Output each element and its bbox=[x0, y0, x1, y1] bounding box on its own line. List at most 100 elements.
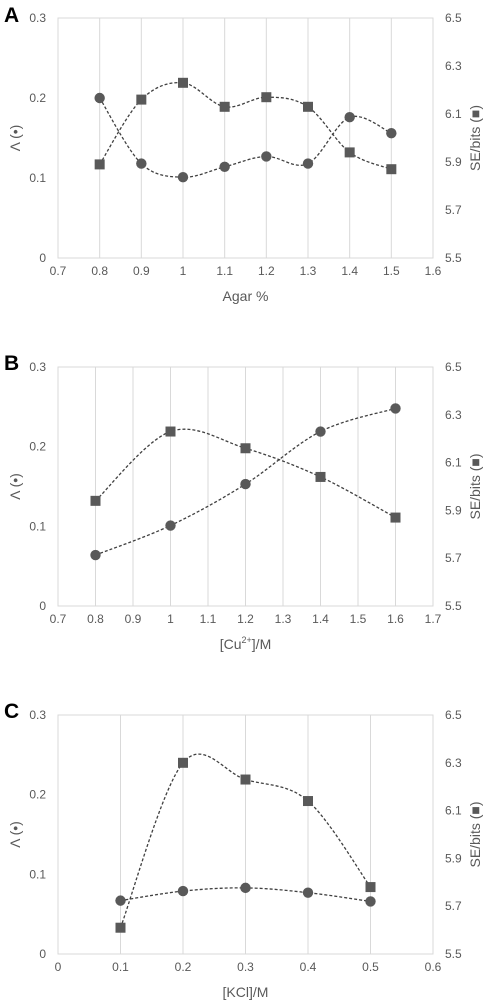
x-tick-label: 1.7 bbox=[425, 612, 442, 626]
x-tick-label: 1.3 bbox=[275, 612, 292, 626]
y-tick-label: 0.3 bbox=[29, 360, 46, 374]
panel-label: A bbox=[4, 4, 19, 27]
y-tick-label: 0.3 bbox=[29, 11, 46, 25]
x-tick-label: 1 bbox=[167, 612, 174, 626]
se-data-point bbox=[365, 882, 376, 893]
se-data-point bbox=[115, 922, 126, 933]
x-tick-label: 0.7 bbox=[50, 612, 67, 626]
x-tick-label: 0.9 bbox=[133, 264, 150, 278]
y2-tick-label: 6.3 bbox=[445, 756, 462, 770]
y-axis-title: Λ (•) bbox=[7, 473, 23, 500]
se-data-point bbox=[178, 77, 188, 88]
lambda-data-point bbox=[136, 158, 147, 169]
lambda-data-point bbox=[240, 882, 251, 894]
lambda-data-point bbox=[90, 549, 101, 561]
x-axis-title: [Cu2+]/M bbox=[220, 635, 272, 652]
y-axis-title: Λ (•) bbox=[7, 821, 23, 848]
y-tick-label: 0.3 bbox=[29, 708, 46, 722]
x-tick-label: 1.6 bbox=[387, 612, 404, 626]
y-tick-label: 0 bbox=[39, 947, 46, 961]
y-tick-label: 0.1 bbox=[29, 867, 46, 881]
y2-tick-label: 6.5 bbox=[445, 708, 462, 722]
y-tick-label: 0.1 bbox=[29, 171, 46, 185]
x-tick-label: 1.4 bbox=[341, 264, 358, 278]
se-data-point bbox=[178, 757, 188, 768]
lambda-data-point bbox=[365, 896, 376, 907]
x-tick-label: 1.1 bbox=[216, 264, 233, 278]
lambda-data-point bbox=[115, 895, 126, 906]
panel-label: B bbox=[4, 352, 19, 375]
x-tick-label: 1 bbox=[180, 264, 187, 278]
x-tick-label: 1.5 bbox=[350, 612, 367, 626]
x-tick-label: 1.1 bbox=[200, 612, 217, 626]
lambda-data-point bbox=[219, 161, 230, 172]
x-tick-label: 0.4 bbox=[300, 960, 317, 974]
lambda-data-point bbox=[315, 426, 326, 437]
y2-tick-label: 6.3 bbox=[445, 408, 462, 422]
se-data-point bbox=[94, 159, 105, 170]
x-tick-label: 0.1 bbox=[112, 960, 129, 974]
se-data-point bbox=[240, 774, 251, 785]
se-data-point bbox=[165, 426, 176, 437]
y-tick-label: 0.2 bbox=[29, 91, 46, 105]
y2-tick-label: 5.5 bbox=[445, 251, 462, 265]
lambda-data-point bbox=[177, 172, 189, 183]
y2-tick-label: 5.7 bbox=[445, 203, 462, 217]
lambda-data-point bbox=[94, 92, 105, 104]
se-data-point bbox=[240, 443, 251, 454]
x-tick-label: 0.8 bbox=[87, 612, 104, 626]
y2-tick-label: 5.5 bbox=[445, 599, 462, 613]
x-tick-label: 1.2 bbox=[237, 612, 254, 626]
panel-label: C bbox=[4, 700, 19, 723]
lambda-data-point bbox=[302, 158, 314, 169]
x-tick-label: 1.3 bbox=[300, 264, 317, 278]
chart-panel-a: A 0.7 0.8 0.9 1 1.1 1.2 1.3 1.4 1.5 1.6 0 0.1 0.2 0.3 5… bbox=[4, 4, 483, 304]
y2-tick-label: 6.3 bbox=[445, 59, 462, 73]
y2-axis-title: SE/bits (■) bbox=[467, 105, 483, 171]
x-tick-label: 0.5 bbox=[362, 960, 379, 974]
x-tick-label: 1.4 bbox=[312, 612, 329, 626]
chart-panel-b: B 0.7 0.8 0.9 1 1.1 1.2 1.3 1.4 1.5 1.6 1.7 0 0.1 0.2 0… bbox=[4, 352, 483, 652]
y-tick-label: 0 bbox=[39, 251, 46, 265]
y2-axis-title: SE/bits (■) bbox=[467, 801, 483, 867]
x-tick-label: 0 bbox=[55, 960, 62, 974]
se-data-point bbox=[303, 101, 313, 112]
y2-tick-label: 6.1 bbox=[445, 804, 462, 818]
se-data-point bbox=[386, 164, 397, 175]
y2-tick-label: 5.9 bbox=[445, 155, 462, 169]
y-tick-label: 0.2 bbox=[29, 440, 46, 454]
y-tick-label: 0.1 bbox=[29, 519, 46, 533]
x-tick-label: 0.2 bbox=[175, 960, 192, 974]
lambda-data-point bbox=[302, 887, 314, 898]
lambda-data-point bbox=[390, 403, 401, 414]
se-data-point bbox=[344, 147, 355, 158]
x-tick-label: 1.5 bbox=[383, 264, 400, 278]
x-tick-label: 0.3 bbox=[237, 960, 254, 974]
lambda-data-point bbox=[165, 520, 176, 531]
y2-tick-label: 5.9 bbox=[445, 851, 462, 865]
lambda-data-point bbox=[240, 478, 251, 490]
x-tick-label: 0.6 bbox=[425, 960, 442, 974]
y2-axis-title: SE/bits (■) bbox=[467, 453, 483, 519]
se-data-point bbox=[136, 94, 147, 105]
lambda-data-point bbox=[261, 151, 272, 162]
x-tick-label: 0.9 bbox=[125, 612, 142, 626]
se-series-line bbox=[119, 753, 372, 928]
y2-tick-label: 5.7 bbox=[445, 551, 462, 565]
x-tick-label: 0.7 bbox=[50, 264, 67, 278]
lambda-data-point bbox=[386, 128, 397, 139]
x-tick-label: 1.6 bbox=[425, 264, 442, 278]
x-tick-label: 0.8 bbox=[91, 264, 108, 278]
x-axis-title: [KCl]/M bbox=[223, 984, 269, 1000]
se-data-point bbox=[261, 92, 272, 103]
y2-tick-label: 5.9 bbox=[445, 503, 462, 517]
lambda-data-point bbox=[344, 112, 355, 123]
y-tick-label: 0 bbox=[39, 599, 46, 613]
se-data-point bbox=[390, 512, 401, 523]
se-data-point bbox=[303, 796, 313, 807]
y-axis-title: Λ (•) bbox=[7, 125, 23, 152]
y2-tick-label: 6.1 bbox=[445, 107, 462, 121]
y2-tick-label: 6.1 bbox=[445, 456, 462, 470]
chart-panel-c: C 0 0.1 0.2 0.3 0.4 0.5 0.6 0 0.1 0.2 0.3 5.5 5.7 5.9 6… bbox=[4, 700, 483, 1000]
